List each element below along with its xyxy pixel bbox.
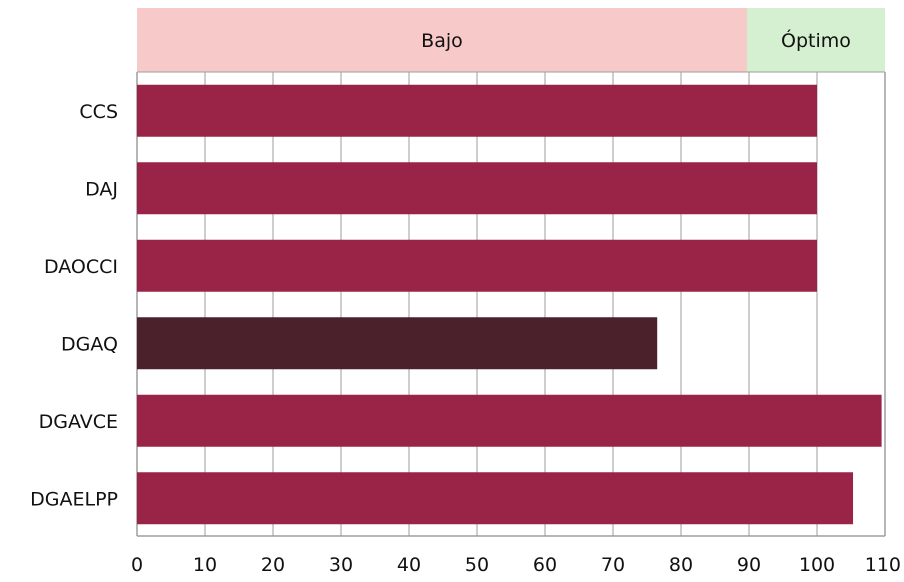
bar-daj (137, 162, 817, 215)
x-tick-label-100: 100 (799, 554, 835, 576)
x-tick-label-50: 50 (465, 554, 489, 576)
bar-ccs (137, 84, 817, 137)
category-label-daj: DAJ (85, 178, 118, 200)
x-tick-label-60: 60 (533, 554, 557, 576)
category-label-daocci: DAOCCI (44, 256, 118, 278)
category-labels: CCS DAJ DAOCCI DGAQ DGAVCE DGAELPP (30, 101, 118, 511)
bar-dgaelpp (137, 472, 854, 525)
x-tick-label-70: 70 (601, 554, 625, 576)
band-1 (746, 8, 885, 72)
x-tick-labels: 0 10 20 30 40 50 60 70 80 90 100 110 (131, 554, 901, 576)
x-tick-label-90: 90 (737, 554, 761, 576)
bar-dgaq (137, 317, 658, 370)
bar-dgavce (137, 394, 882, 447)
category-label-dgaelpp: DGAELPP (30, 488, 118, 510)
category-label-ccs: CCS (79, 101, 118, 123)
band-layer: Bajo Óptimo (137, 8, 885, 72)
category-label-dgaq: DGAQ (61, 333, 118, 355)
x-tick-label-110: 110 (865, 554, 901, 576)
grid-layer (136, 71, 886, 537)
x-tick-label-10: 10 (193, 554, 217, 576)
bar-daocci (137, 239, 817, 292)
band-label-0: Bajo (421, 30, 463, 52)
band-label-1: Óptimo (781, 28, 851, 52)
x-tick-label-40: 40 (397, 554, 421, 576)
band-0 (137, 8, 747, 72)
x-tick-label-0: 0 (131, 554, 143, 576)
bar-layer (137, 84, 882, 525)
x-tick-label-80: 80 (669, 554, 693, 576)
x-tick-label-30: 30 (329, 554, 353, 576)
x-tick-label-20: 20 (261, 554, 285, 576)
category-label-dgavce: DGAVCE (39, 411, 118, 433)
